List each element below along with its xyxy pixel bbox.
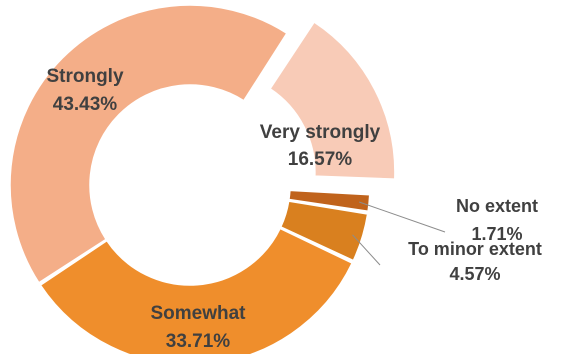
label-value-to-minor-extent: 4.57% (449, 264, 500, 284)
label-name-strongly: Strongly (46, 66, 123, 87)
label-value-somewhat: 33.71% (166, 331, 231, 352)
data-labels: Very strongly 16.57% No extent 1.71%To mino… (46, 66, 541, 352)
leader-line-to-minor-extent (352, 234, 381, 266)
slice-no-extent (288, 189, 371, 213)
slice-very-strongly (268, 20, 396, 180)
slice-somewhat (39, 227, 354, 354)
slice-strongly (9, 4, 288, 284)
slices (9, 4, 396, 354)
leader-line-no-extent (358, 201, 446, 233)
label-value-very-strongly: 16.57% (288, 149, 353, 170)
label-value-no-extent: 1.71% (471, 224, 522, 244)
label-name-somewhat: Somewhat (150, 303, 246, 324)
label-name-no-extent: No extent (456, 196, 538, 216)
label-value-strongly: 43.43% (53, 94, 118, 115)
label-name-very-strongly: Very strongly (260, 122, 381, 143)
label-name-to-minor-extent: To minor extent (408, 239, 542, 259)
slice-to-minor-extent (279, 200, 369, 262)
leader-lines (352, 201, 446, 266)
